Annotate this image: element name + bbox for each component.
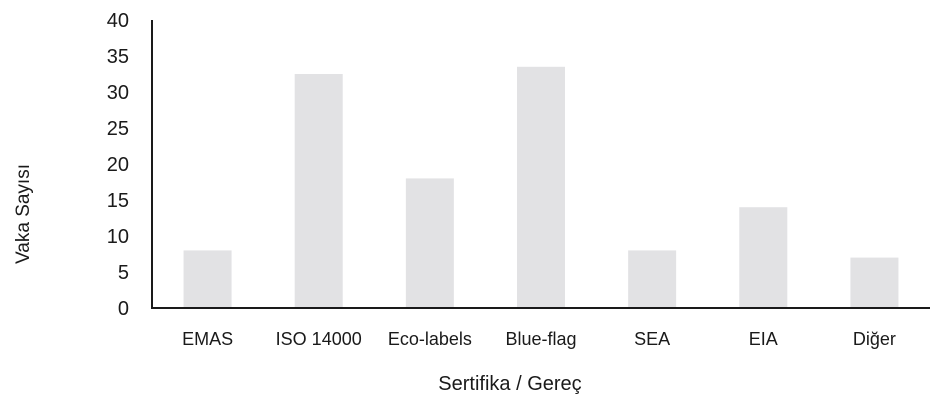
x-tick-label: Blue-flag (505, 329, 576, 349)
x-tick-label: ISO 14000 (276, 329, 362, 349)
bar-emas (183, 250, 232, 308)
y-tick-label: 30 (107, 82, 129, 104)
y-axis-label: Vaka Sayısı (13, 164, 34, 264)
x-tick-label: EMAS (182, 329, 233, 349)
y-tick-label: 35 (107, 46, 129, 68)
bar-eia (739, 207, 788, 308)
bar-blue-flag (517, 66, 565, 308)
x-tick-label: Eco-labels (388, 329, 472, 349)
y-tick-labels: 0 5 10 15 20 25 30 35 40 (107, 10, 129, 320)
x-tick-label: Diğer (853, 329, 896, 349)
y-tick-label: 25 (107, 118, 129, 140)
y-tick-label: 10 (107, 226, 129, 248)
bar-iso-14000 (294, 74, 343, 308)
y-tick-label: 20 (107, 154, 129, 176)
bar-eco-labels (405, 178, 454, 308)
x-tick-labels: EMAS ISO 14000 Eco-labels Blue-flag SEA EIA Di… (182, 329, 896, 349)
bars-group (183, 66, 899, 308)
y-tick-label: 40 (107, 10, 129, 32)
bar-sea (628, 250, 677, 308)
y-tick-label: 5 (118, 262, 129, 284)
x-tick-label: SEA (634, 329, 670, 349)
y-tick-label: 15 (107, 190, 129, 212)
bar-di-er (850, 257, 899, 308)
y-tick-label: 0 (118, 298, 129, 320)
x-tick-label: EIA (749, 329, 778, 349)
x-axis-label: Sertifika / Gereç (438, 373, 581, 395)
